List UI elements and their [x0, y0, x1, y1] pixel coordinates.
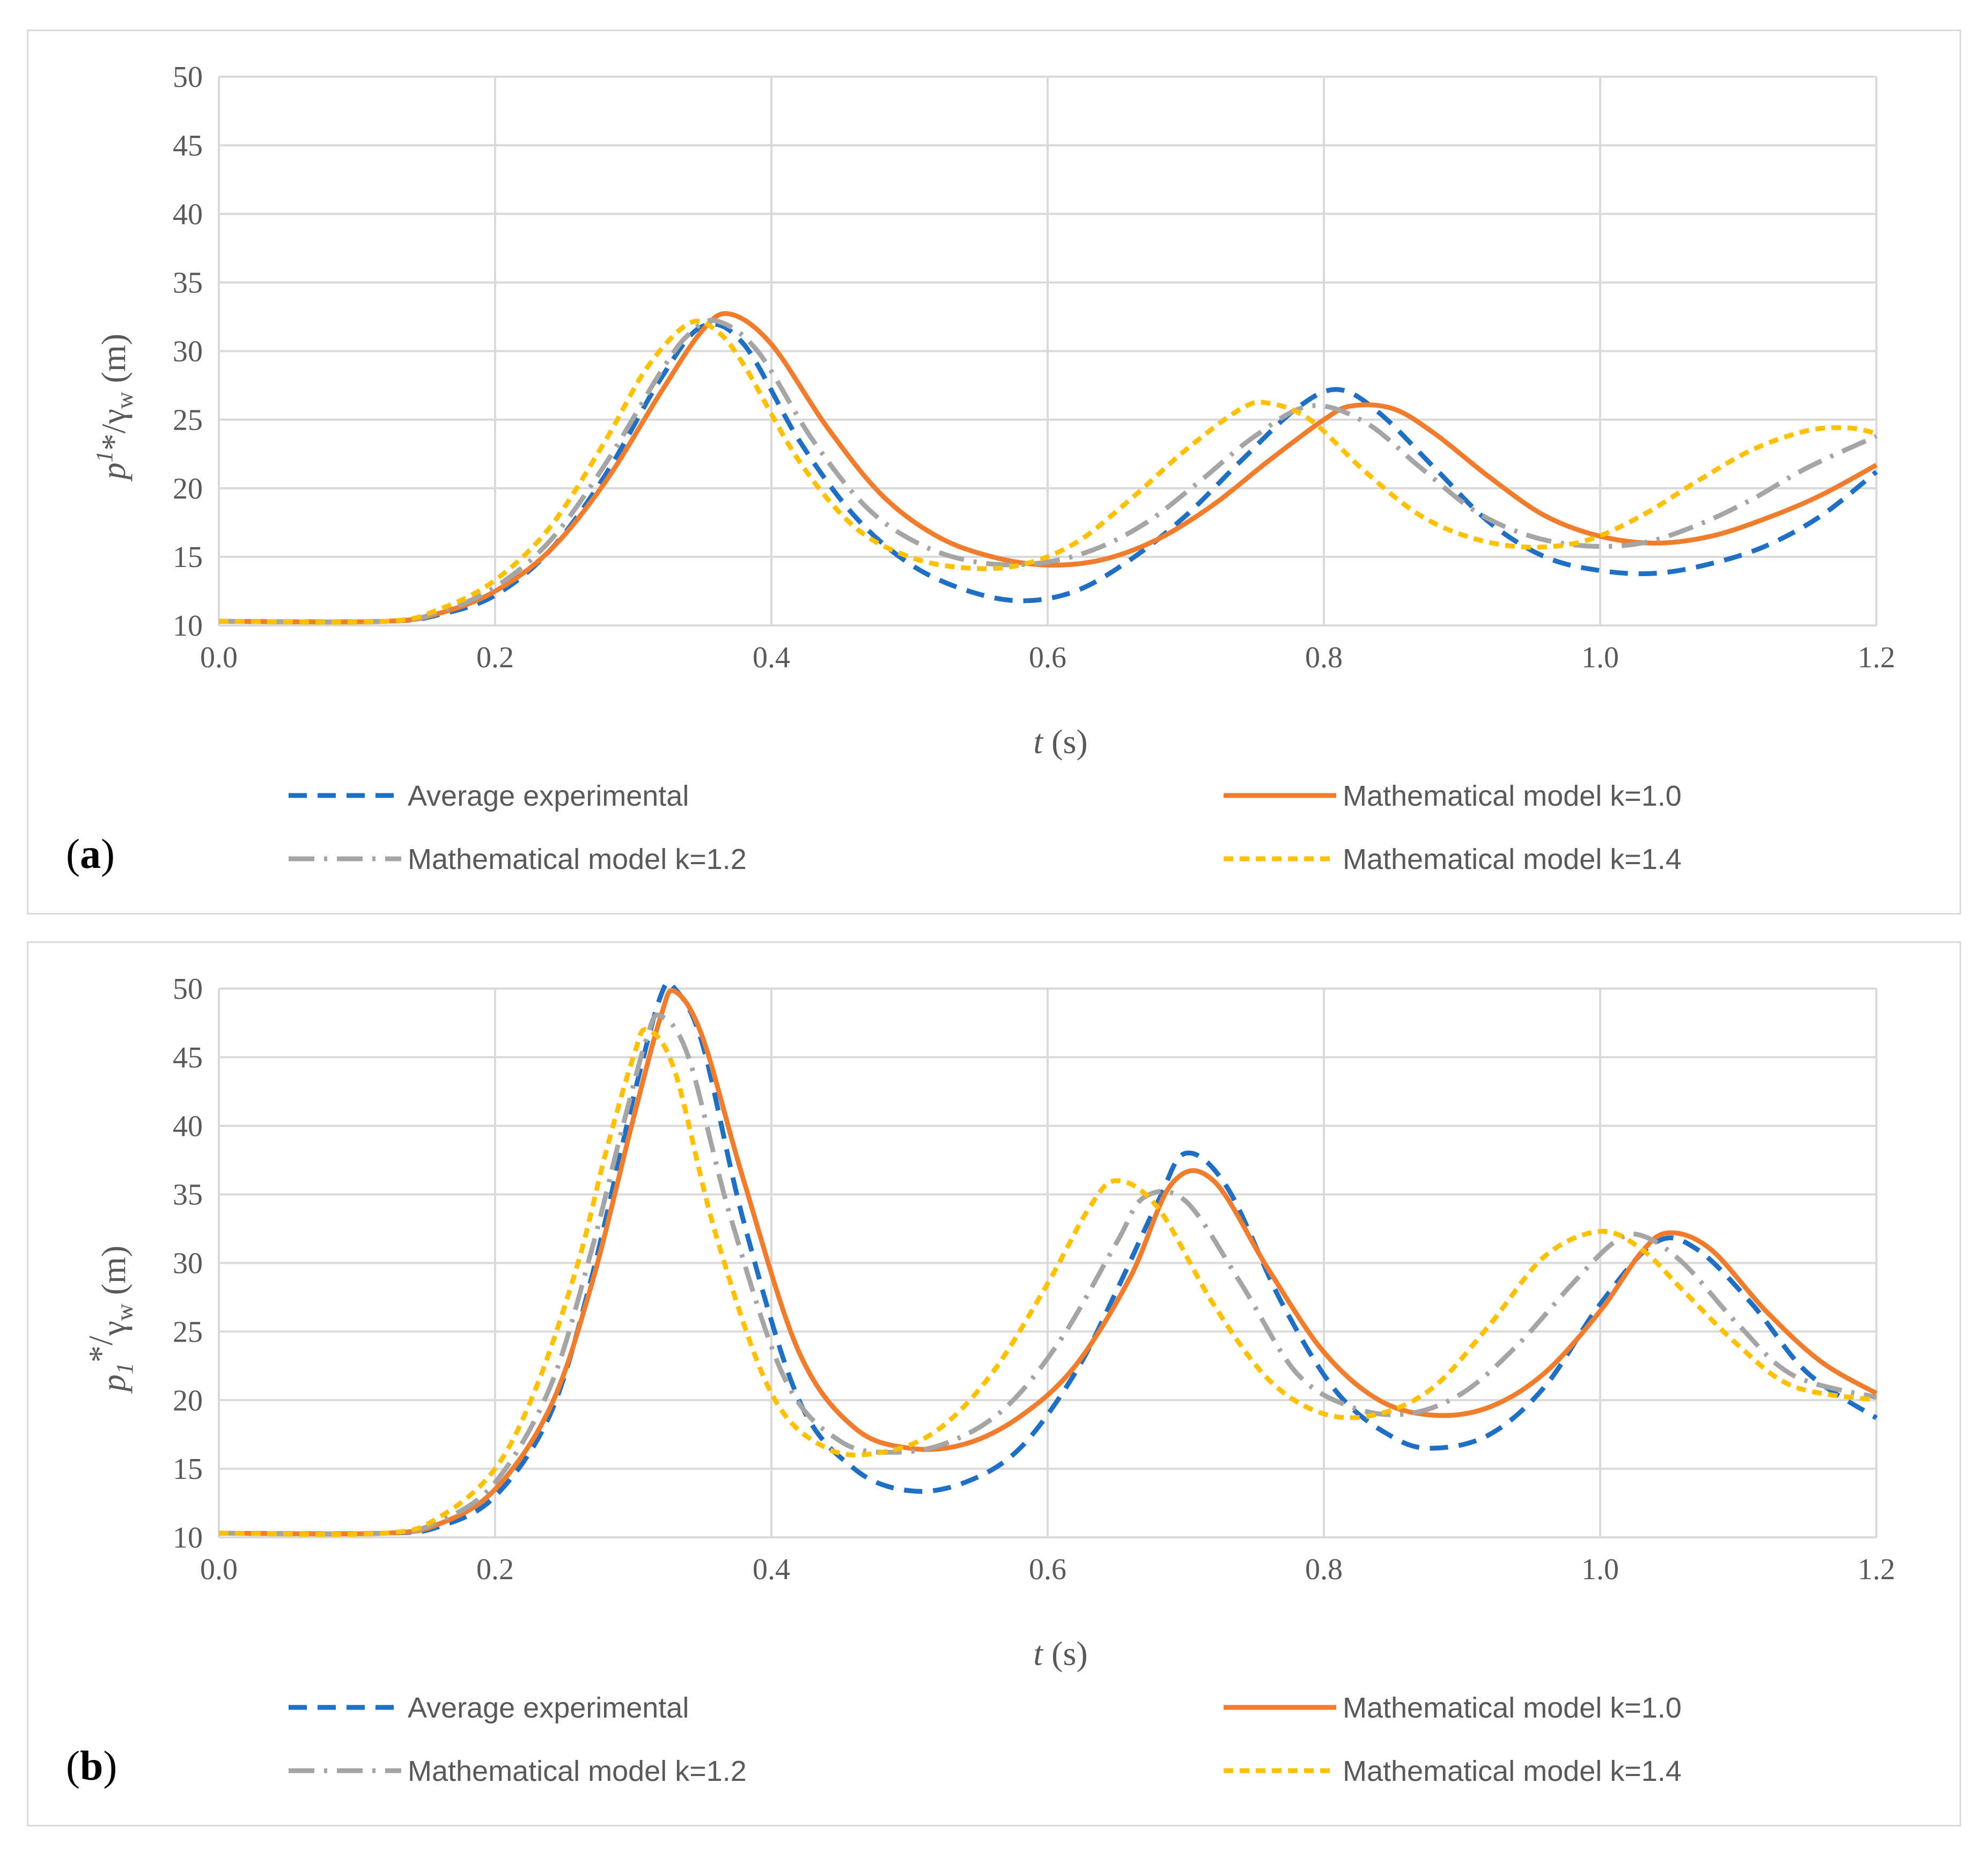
legend-label: Mathematical model k=1.2: [408, 843, 747, 875]
series-line-1: [218, 321, 1878, 624]
y-tick-label: 15: [173, 541, 203, 574]
y-tick-label: 45: [173, 1041, 203, 1074]
legend-label: Average experimental: [408, 1692, 689, 1724]
chart-panel-b: 10 15 20 25 30 35 40 45 50 0.0 0.2 0.4 0.6 0.8 1.0 1.2 …: [27, 941, 1961, 1826]
series-line-4: [218, 1027, 1877, 1537]
y-tick-label: 45: [173, 129, 203, 163]
x-tick-label: 1.2: [1858, 1553, 1895, 1586]
x-axis-title: t (s): [1033, 723, 1087, 761]
y-tick-label: 10: [173, 609, 203, 643]
series-line-2: [218, 311, 1878, 624]
series-line-3: [218, 318, 1877, 625]
x-tick-label: 0.0: [200, 641, 238, 674]
series-line-3: [218, 1012, 1877, 1537]
y-tick-label: 30: [173, 335, 203, 369]
x-tick-label: 0.4: [753, 1553, 790, 1586]
y-tick-label: 20: [173, 1384, 203, 1417]
x-tick-label: 1.0: [1581, 641, 1619, 674]
series-line-2: [218, 988, 1878, 1537]
legend: Average experimental Mathematical model k…: [289, 780, 1682, 875]
y-tick-label: 35: [173, 267, 203, 300]
y-tick-label: 25: [173, 1315, 203, 1349]
y-axis-title: p1*/γw (m): [91, 334, 138, 482]
y-tick-label: 35: [173, 1178, 203, 1212]
x-tick-label: 0.2: [476, 1553, 514, 1586]
y-tick-label: 15: [173, 1453, 203, 1486]
legend-label: Mathematical model k=1.2: [408, 1755, 747, 1787]
chart-panel-a: 10 15 20 25 30 35 40 45 50 0.0 0.2 0.4 0.6 0.8 1.0 1.2 …: [27, 30, 1961, 915]
x-tick-label: 1.2: [1858, 641, 1895, 674]
x-tick-label: 0.8: [1305, 1553, 1343, 1586]
x-tick-label: 0.8: [1305, 641, 1343, 674]
y-tick-label: 25: [173, 403, 203, 437]
y-tick-label: 50: [173, 61, 203, 94]
panel-label: (a): [66, 830, 115, 877]
legend: Average experimental Mathematical model k…: [289, 1692, 1682, 1787]
x-tick-label: 0.2: [476, 641, 514, 674]
x-tick-label: 0.6: [1029, 641, 1066, 674]
y-tick-label: 50: [173, 973, 203, 1006]
x-tick-label: 0.4: [753, 641, 790, 674]
y-tick-label: 40: [173, 198, 203, 231]
x-tick-label: 0.0: [200, 1553, 238, 1586]
y-tick-label: 30: [173, 1247, 203, 1280]
legend-label: Average experimental: [408, 780, 689, 812]
legend-label: Mathematical model k=1.0: [1343, 1692, 1682, 1724]
y-tick-label: 40: [173, 1110, 203, 1143]
series-line-4: [218, 319, 1877, 625]
y-tick-label: 10: [173, 1521, 203, 1555]
y-tick-label: 20: [173, 472, 203, 505]
x-tick-label: 1.0: [1581, 1553, 1619, 1586]
legend-label: Mathematical model k=1.4: [1343, 843, 1682, 875]
x-axis-title: t (s): [1033, 1634, 1087, 1673]
x-tick-label: 0.6: [1029, 1553, 1066, 1586]
y-axis-title: p1*/γw (m): [82, 1246, 138, 1394]
legend-label: Mathematical model k=1.4: [1343, 1755, 1682, 1787]
legend-label: Mathematical model k=1.0: [1343, 780, 1682, 812]
panel-label: (b): [66, 1742, 117, 1789]
